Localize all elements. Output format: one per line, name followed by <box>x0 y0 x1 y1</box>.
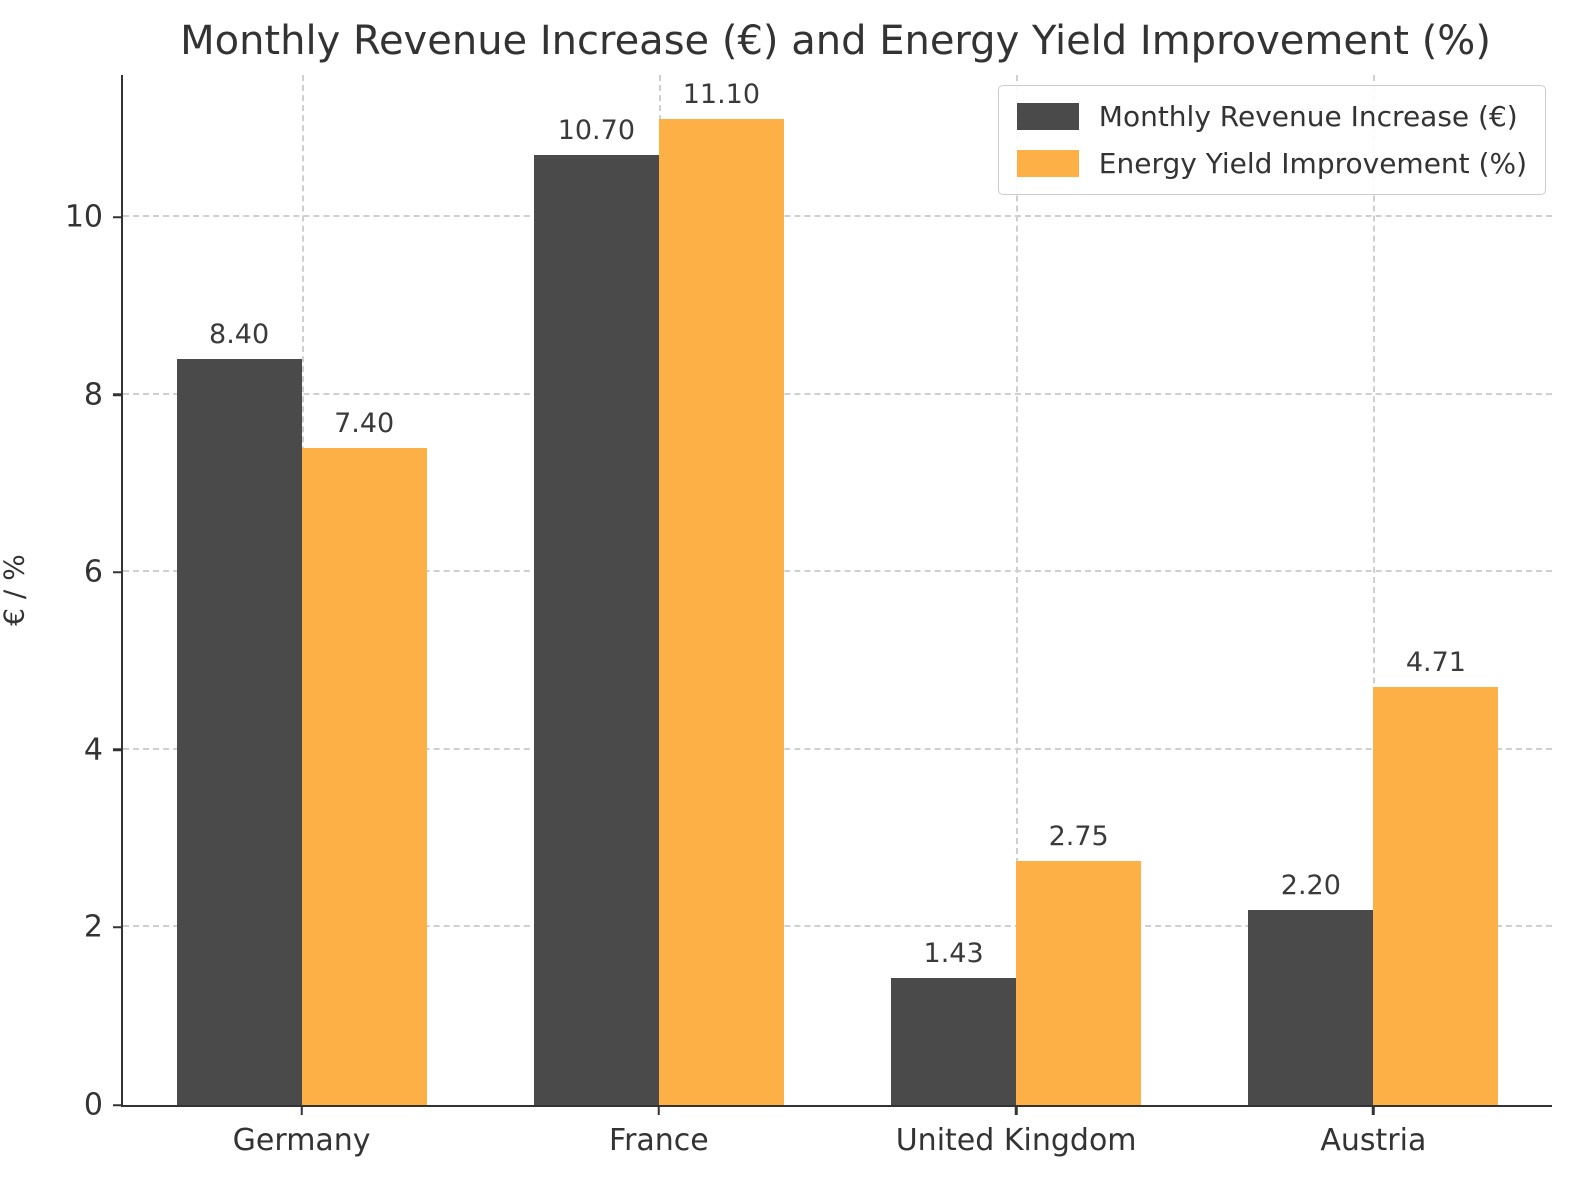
ytick-mark-2 <box>113 926 123 929</box>
value-label-monthly-revenue-increase-france: 10.70 <box>557 114 635 146</box>
value-label-energy-yield-improvement-france: 11.10 <box>682 79 761 111</box>
plot-area: 0 2 4 6 8 10 Germany 8.40 7.40 France 10.70 11.10 Un… <box>65 75 1552 1158</box>
bar-monthly-revenue-increase-united-kingdom <box>891 978 1017 1105</box>
legend-item-yield: Energy Yield Improvement (%) <box>1016 147 1527 180</box>
gridline-y-2 <box>123 925 1552 928</box>
bar-energy-yield-improvement-united-kingdom <box>1016 860 1142 1105</box>
value-label-energy-yield-improvement-germany: 7.40 <box>334 407 395 439</box>
legend: Monthly Revenue Increase (€) Energy Yiel… <box>997 85 1546 195</box>
bar-monthly-revenue-increase-germany <box>176 359 302 1105</box>
legend-label-revenue: Monthly Revenue Increase (€) <box>1098 100 1518 133</box>
xtick-mark-austria <box>1372 1105 1375 1115</box>
gridline-y-8 <box>123 392 1552 395</box>
ytick-label-8: 8 <box>83 377 103 413</box>
bar-monthly-revenue-increase-france <box>533 154 659 1105</box>
value-label-monthly-revenue-increase-austria: 2.20 <box>1280 869 1341 901</box>
gridline-y-6 <box>123 570 1552 573</box>
ytick-mark-4 <box>113 748 123 752</box>
value-label-energy-yield-improvement-austria: 4.71 <box>1405 646 1466 678</box>
bar-energy-yield-improvement-france <box>658 119 784 1105</box>
gridline-x-austria <box>1373 75 1376 1105</box>
ytick-label-0: 0 <box>83 1087 103 1123</box>
ytick-mark-6 <box>113 571 123 574</box>
xtick-mark-france <box>657 1105 661 1115</box>
legend-item-revenue: Monthly Revenue Increase (€) <box>1016 100 1527 133</box>
legend-swatch-revenue-icon <box>1016 103 1079 130</box>
y-axis-label: € / % <box>0 554 31 626</box>
xtick-mark-united-kingdom <box>1014 1105 1018 1115</box>
gridline-y-10 <box>123 215 1552 218</box>
ytick-label-4: 4 <box>83 732 103 768</box>
legend-label-yield: Energy Yield Improvement (%) <box>1098 147 1527 180</box>
ytick-label-2: 2 <box>83 909 103 945</box>
xtick-label-germany: Germany <box>232 1123 371 1158</box>
bar-energy-yield-improvement-austria <box>1373 686 1499 1105</box>
ytick-mark-8 <box>113 393 123 396</box>
value-label-energy-yield-improvement-united-kingdom: 2.75 <box>1048 820 1109 852</box>
bar-energy-yield-improvement-germany <box>301 447 427 1105</box>
xtick-label-united-kingdom: United Kingdom <box>895 1123 1137 1158</box>
xtick-label-austria: Austria <box>1320 1123 1427 1158</box>
value-label-monthly-revenue-increase-germany: 8.40 <box>209 319 270 351</box>
bar-monthly-revenue-increase-austria <box>1248 909 1374 1105</box>
value-label-monthly-revenue-increase-united-kingdom: 1.43 <box>923 938 984 970</box>
ytick-mark-0 <box>113 1103 123 1107</box>
gridline-x-united-kingdom <box>1016 75 1019 1105</box>
xtick-label-france: France <box>608 1123 709 1158</box>
chart-title: Monthly Revenue Increase (€) and Energy … <box>180 18 1491 64</box>
xtick-mark-germany <box>300 1105 303 1115</box>
gridline-y-4 <box>123 747 1552 750</box>
ytick-mark-10 <box>113 215 123 219</box>
ytick-label-6: 6 <box>83 554 103 590</box>
legend-swatch-yield-icon <box>1016 150 1079 177</box>
ytick-label-10: 10 <box>64 199 103 235</box>
